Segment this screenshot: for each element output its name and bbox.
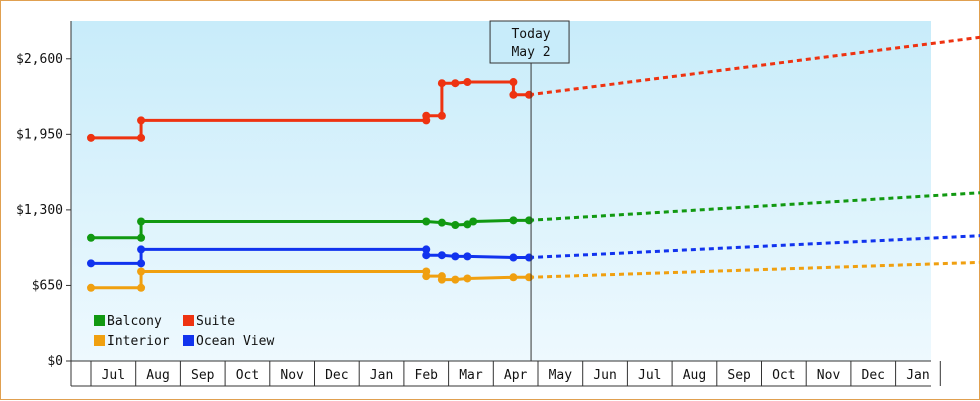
suite-point (509, 78, 518, 87)
x-tick-label: Jan (370, 368, 393, 383)
x-tick-label: Jul (638, 368, 661, 383)
balcony-point (469, 217, 478, 226)
ocean-view-point (422, 245, 431, 254)
ocean-view-point (463, 252, 472, 261)
x-tick-label: Jan (906, 368, 929, 383)
x-tick-label: Feb (415, 368, 439, 383)
interior-point (451, 275, 460, 284)
suite-point (509, 90, 518, 99)
ocean-view-point (437, 251, 446, 260)
interior-point (463, 274, 472, 283)
x-tick-label: Jul (102, 368, 125, 383)
today-box (489, 20, 570, 64)
x-tick-label: Nov (280, 368, 304, 383)
balcony-point (509, 216, 518, 225)
x-tick-label: May (549, 368, 573, 383)
interior-forecast-line (529, 260, 980, 279)
ocean-view-forecast-line (528, 234, 980, 260)
interior-point (525, 273, 534, 282)
suite-point (437, 79, 446, 88)
x-tick-label: Aug (683, 368, 706, 383)
interior-legend-label: Interior (107, 334, 170, 349)
balcony-point (87, 233, 95, 242)
suite-point (422, 111, 431, 120)
suite-legend-swatch (183, 315, 194, 326)
today-date: May 2 (511, 45, 550, 60)
ocean-view-point (137, 245, 146, 254)
y-tick-label: $650 (32, 278, 63, 293)
suite-point (137, 133, 146, 142)
today-label: Today (511, 27, 550, 42)
balcony-point (437, 218, 446, 227)
interior-point (137, 267, 146, 276)
y-tick-label: $1,300 (16, 203, 63, 218)
suite-legend-label: Suite (196, 314, 235, 329)
interior-point (137, 283, 146, 292)
balcony-point (137, 233, 146, 242)
suite-forecast-line (528, 35, 980, 97)
interior-point (87, 283, 95, 292)
interior-legend-swatch (94, 335, 105, 346)
balcony-legend-label: Balcony (107, 314, 162, 329)
ocean-view-point (451, 252, 460, 261)
x-tick-label: Jun (593, 368, 616, 383)
ocean-view-series-line (91, 247, 530, 265)
suite-point (451, 79, 460, 88)
balcony-point (137, 217, 146, 226)
x-tick-label: Sep (191, 368, 215, 383)
plot-area (71, 21, 931, 361)
suite-point (463, 78, 472, 87)
x-tick-label: Aug (146, 368, 169, 383)
balcony-forecast-line (528, 191, 980, 222)
ocean-view-point (422, 251, 431, 260)
ocean-view-legend-label: Ocean View (196, 334, 274, 349)
suite-point (437, 111, 446, 120)
y-tick-label: $2,600 (16, 52, 63, 67)
suite-point (87, 133, 95, 142)
balcony-point (451, 221, 460, 229)
x-tick-label: Mar (459, 368, 483, 383)
interior-point (422, 272, 431, 281)
x-tick-label: Dec (325, 368, 348, 383)
balcony-series-line (91, 218, 530, 240)
interior-point (437, 275, 446, 284)
suite-point (525, 90, 534, 99)
x-tick-label: Dec (862, 368, 885, 383)
x-tick-label: Oct (772, 368, 795, 383)
ocean-view-point (509, 253, 518, 262)
x-tick-label: Oct (236, 368, 259, 383)
x-tick-label: Apr (504, 368, 528, 383)
x-tick-label: Nov (817, 368, 841, 383)
balcony-point (422, 217, 431, 226)
interior-point (509, 273, 518, 282)
balcony-point (525, 216, 534, 225)
y-tick-label: $0 (47, 354, 63, 369)
x-tick-label: Sep (727, 368, 751, 383)
ocean-view-point (137, 259, 146, 268)
ocean-view-point (525, 253, 534, 262)
suite-point (137, 116, 146, 125)
y-tick-label: $1,950 (16, 127, 63, 142)
ocean-view-point (87, 259, 95, 268)
balcony-legend-swatch (94, 315, 105, 326)
ocean-view-legend-swatch (183, 335, 194, 346)
